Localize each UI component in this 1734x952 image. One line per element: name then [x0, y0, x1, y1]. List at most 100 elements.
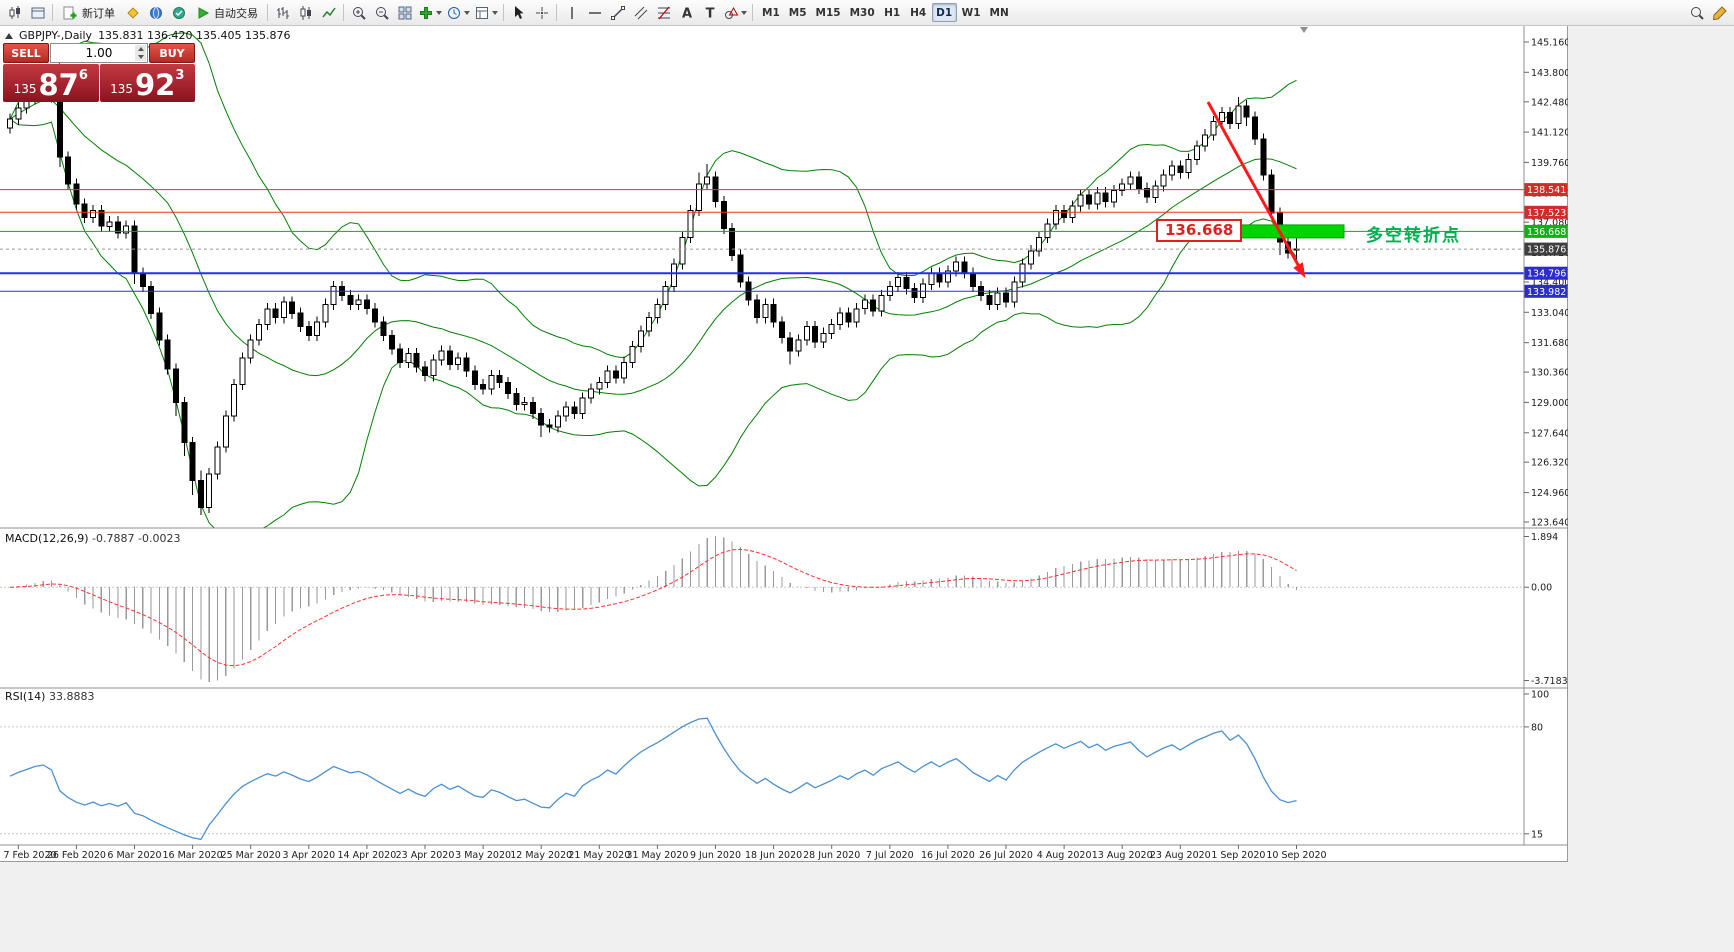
line-chart-button[interactable] — [317, 2, 340, 24]
bar-chart-button[interactable] — [271, 2, 294, 24]
dropdown-caret-icon — [492, 10, 498, 15]
bollinger-band-line — [9, 118, 1297, 528]
macd-name: MACD(12,26,9) — [5, 532, 89, 545]
volume-field[interactable] — [50, 43, 148, 63]
tile-windows-icon — [398, 6, 411, 19]
alerts-button[interactable] — [121, 2, 144, 24]
timeframe-h4-button[interactable]: H4 — [910, 6, 927, 19]
price-axis[interactable]: 145.160143.800142.480141.120139.760138.4… — [1524, 38, 1568, 529]
timeframe-group: M1 M5 M15 M30 H1 H4 D1 W1 MN — [758, 3, 1013, 22]
pivot-zone-rect[interactable] — [1235, 224, 1345, 239]
sell-button[interactable]: SELL — [3, 43, 49, 63]
clock-icon — [448, 6, 460, 19]
horizontal-line-button[interactable] — [583, 2, 606, 24]
toolbar-separator — [343, 4, 344, 21]
timeframe-mn-button[interactable]: MN — [989, 6, 1009, 19]
svg-text:138.541: 138.541 — [1527, 185, 1566, 196]
svg-text:16 Jul 2020: 16 Jul 2020 — [921, 850, 975, 861]
sell-price-button[interactable]: 135 87 6 — [3, 64, 99, 102]
svg-text:25 Mar 2020: 25 Mar 2020 — [221, 850, 281, 861]
shapes-icon — [725, 6, 739, 19]
svg-text:126.320: 126.320 — [1531, 458, 1568, 469]
fibonacci-button[interactable] — [652, 2, 675, 24]
tile-windows-button[interactable] — [393, 2, 416, 24]
quick-edit-button[interactable] — [1708, 2, 1731, 24]
timeframe-w1-button[interactable]: W1 — [961, 6, 981, 19]
main-chart-area[interactable] — [0, 32, 1524, 538]
svg-text:9 Jun 2020: 9 Jun 2020 — [690, 850, 741, 861]
spinner-up-icon[interactable] — [137, 47, 144, 51]
arrows-tool-button[interactable] — [721, 2, 749, 24]
signals-button[interactable] — [167, 2, 190, 24]
spinner-down-icon[interactable] — [137, 55, 144, 59]
new-chart-button[interactable] — [3, 2, 26, 24]
rsi-scale: 100 80 15 — [1524, 690, 1549, 840]
timeframe-m15-button[interactable]: M15 — [815, 6, 841, 19]
crosshair-icon — [535, 6, 548, 19]
svg-text:135.876: 135.876 — [1527, 245, 1566, 256]
cursor-button[interactable] — [507, 2, 530, 24]
price-marker-label — [1524, 224, 1568, 238]
timeframe-m5-button[interactable]: M5 — [788, 6, 807, 19]
timeframe-d1-button[interactable]: D1 — [931, 3, 957, 22]
templates-button[interactable] — [472, 2, 500, 24]
workspace-empty-bottom — [0, 863, 1569, 952]
indicators-button[interactable] — [416, 2, 444, 24]
svg-text:31 May 2020: 31 May 2020 — [626, 850, 688, 861]
toolbar-separator — [556, 4, 557, 21]
text-tool-button[interactable]: A — [675, 2, 698, 24]
svg-text:139.760: 139.760 — [1531, 158, 1568, 169]
toolbar-separator — [503, 4, 504, 21]
svg-text:133.982: 133.982 — [1527, 287, 1566, 298]
chart-title: GBPJPY-,Daily 135.831 136.420 135.405 13… — [5, 29, 291, 42]
svg-text:26 Feb 2020: 26 Feb 2020 — [47, 850, 106, 861]
chart-shift-marker[interactable] — [1300, 27, 1308, 33]
svg-text:133.040: 133.040 — [1531, 308, 1568, 319]
svg-text:145.160: 145.160 — [1531, 38, 1568, 49]
buy-price-sup: 3 — [175, 68, 185, 83]
vertical-line-button[interactable] — [560, 2, 583, 24]
svg-text:15: 15 — [1531, 829, 1543, 840]
timeframe-m30-button[interactable]: M30 — [849, 6, 875, 19]
zoom-out-button[interactable] — [370, 2, 393, 24]
svg-text:137.523: 137.523 — [1527, 208, 1566, 219]
bollinger-band-line — [9, 99, 1297, 395]
volume-input[interactable] — [71, 46, 127, 60]
text-label-button[interactable]: T — [698, 2, 721, 24]
rsi-line — [9, 717, 1297, 841]
main-toolbar: 新订单 自动交易 A T M1 M5 M15 M30 H1 H4 D1 W1 MN — [0, 0, 1734, 26]
price-marker-label — [1524, 284, 1568, 298]
zoom-in-icon — [352, 6, 366, 20]
svg-text:80: 80 — [1531, 722, 1543, 733]
timeframe-h1-button[interactable]: H1 — [884, 6, 901, 19]
volume-spinner[interactable] — [135, 45, 146, 61]
svg-text:12 May 2020: 12 May 2020 — [510, 850, 572, 861]
trend-arrow-line[interactable] — [1206, 101, 1304, 273]
chart-symbol-label: GBPJPY-,Daily — [19, 29, 93, 42]
chart-window[interactable]: 145.160143.800142.480141.120139.760138.4… — [0, 26, 1568, 862]
channel-button[interactable] — [629, 2, 652, 24]
svg-text:131.680: 131.680 — [1531, 338, 1568, 349]
one-click-collapse-icon[interactable] — [5, 32, 13, 39]
new-chart-icon — [9, 5, 20, 19]
timeframe-m1-button[interactable]: M1 — [762, 6, 780, 19]
new-order-button[interactable]: 新订单 — [56, 2, 121, 24]
buy-button[interactable]: BUY — [149, 43, 195, 63]
blue-globe-icon — [149, 6, 162, 19]
svg-text:127.640: 127.640 — [1531, 428, 1568, 439]
trendline-button[interactable] — [606, 2, 629, 24]
periods-button[interactable] — [444, 2, 472, 24]
svg-text:-3.7183: -3.7183 — [1531, 676, 1568, 687]
auto-trading-button[interactable]: 自动交易 — [190, 2, 264, 24]
price-chart-svg[interactable]: 145.160143.800142.480141.120139.760138.4… — [0, 26, 1568, 862]
zoom-in-button[interactable] — [347, 2, 370, 24]
buy-price-button[interactable]: 135 92 3 — [99, 64, 195, 102]
chart-profiles-button[interactable] — [26, 2, 49, 24]
candlestick-chart-button[interactable] — [294, 2, 317, 24]
search-button[interactable] — [1685, 2, 1708, 24]
market-button[interactable] — [144, 2, 167, 24]
svg-text:136.668: 136.668 — [1527, 227, 1566, 238]
macd-values: -0.7887 -0.0023 — [92, 532, 181, 545]
crosshair-button[interactable] — [530, 2, 553, 24]
